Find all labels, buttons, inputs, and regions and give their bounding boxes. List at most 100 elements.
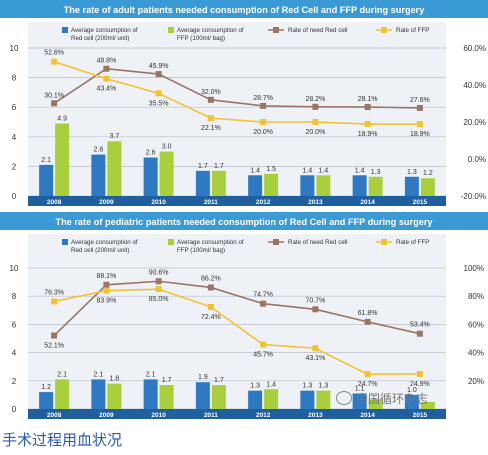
bar [368, 176, 383, 196]
bar-value-label: 1.2 [423, 170, 433, 177]
x-axis-category-label: 2015 [413, 412, 428, 419]
adult-chart: The rate of adult patients needed consum… [0, 0, 488, 206]
legend-entry: Rate of FFP [396, 27, 429, 34]
line-marker [312, 345, 319, 352]
line-value-label: 90.6% [149, 269, 169, 276]
line-marker [312, 119, 319, 125]
series-line [53, 67, 420, 109]
watermark-text: 中国循环杂志 [356, 391, 429, 406]
chart-title: The rate of pediatric patients needed co… [55, 217, 433, 227]
line-marker [207, 284, 214, 291]
left-axis-tick-label: 8 [12, 74, 17, 83]
x-axis-category-label: 2013 [308, 412, 323, 419]
bar [264, 173, 279, 196]
plot-area [28, 234, 446, 409]
figure-caption: 手术过程用血状况 [2, 431, 123, 449]
line-value-label: 48.8% [96, 58, 116, 65]
x-axis-category-label: 2011 [204, 412, 218, 419]
line-value-label: 20.0% [253, 129, 273, 136]
line-marker [155, 90, 162, 97]
bar-value-label: 1.3 [250, 383, 260, 390]
bar-value-label: 1.7 [198, 163, 208, 170]
bar-value-label: 1.3 [319, 383, 329, 390]
line-value-label: 35.5% [149, 100, 169, 107]
x-axis-category-label: 2009 [99, 412, 114, 419]
line-marker [364, 104, 371, 111]
bar [368, 399, 383, 409]
line-value-label: 43.1% [305, 355, 325, 362]
line-marker [364, 121, 371, 128]
line-value-label: 45.9% [149, 63, 169, 70]
bar-value-label: 1.3 [407, 169, 417, 176]
line-value-label: 43.4% [96, 86, 116, 93]
bar [55, 379, 70, 409]
line-value-label: 28.1% [358, 96, 378, 103]
left-axis-tick-label: 0 [12, 192, 17, 201]
bar-value-label: 4.9 [57, 115, 67, 122]
pediatric-chart-panel: The rate of pediatric patients needed co… [0, 212, 488, 424]
left-axis-tick-label: 4 [12, 133, 17, 142]
line-marker [155, 278, 162, 285]
series-line [53, 60, 420, 125]
line-marker [155, 286, 162, 293]
line-value-label: 53.4% [410, 322, 430, 329]
x-axis-category-label: 2013 [308, 199, 323, 206]
line-marker [103, 281, 110, 288]
line-marker [51, 332, 58, 339]
bar [300, 390, 315, 409]
line-marker [260, 341, 267, 348]
line-marker [51, 58, 58, 65]
bar [107, 383, 122, 409]
left-axis-tick-label: 8 [12, 292, 17, 301]
x-axis-category-label: 2008 [47, 412, 62, 419]
bar-value-label: 1.7 [162, 377, 172, 384]
left-axis-tick-label: 2 [12, 377, 17, 386]
bar [316, 175, 331, 196]
bar [195, 170, 210, 196]
legend-entry: Rate of need Red cell [288, 27, 348, 34]
bar-value-label: 1.4 [266, 381, 276, 388]
pediatric-chart: The rate of pediatric patients needed co… [0, 212, 488, 419]
line-value-label: 72.4% [201, 314, 221, 321]
line-marker [155, 71, 162, 78]
x-axis-category-label: 2015 [413, 199, 428, 206]
bar-value-label: 1.2 [41, 384, 51, 391]
legend-entry: Average consumption of FFP (100ml/ bag) [177, 239, 244, 254]
line-marker [207, 96, 214, 103]
line-value-label: 28.7% [253, 95, 273, 102]
bar [248, 390, 263, 409]
line-marker [51, 100, 58, 107]
legend-marker [381, 27, 387, 33]
bar [404, 394, 419, 409]
line-marker [260, 119, 267, 125]
bar [316, 390, 331, 409]
legend-marker [273, 239, 279, 245]
year-axis-bar [28, 196, 446, 206]
line-marker [260, 300, 267, 307]
x-axis-category-label: 2012 [256, 199, 271, 206]
x-axis-category-label: 2012 [256, 412, 271, 419]
legend-marker [273, 27, 279, 33]
line-value-label: 85.0% [149, 296, 169, 303]
line-value-label: 27.6% [410, 97, 430, 104]
bar [143, 157, 158, 196]
line-marker [364, 318, 371, 325]
x-axis-category-label: 2014 [360, 412, 375, 419]
legend-entry: Average consumption of FFP (100ml/ bag) [177, 27, 244, 42]
bar-value-label: 1.1 [355, 385, 365, 392]
bar-value-label: 3.0 [162, 144, 172, 151]
line-value-label: 24.7% [358, 381, 378, 388]
chart-title-bar [0, 212, 488, 230]
legend-entry: Rate of need Red cell [288, 239, 348, 246]
line-value-label: 52.1% [44, 343, 64, 350]
line-value-label: 83.9% [96, 298, 116, 305]
line-value-label: 76.3% [44, 289, 64, 296]
bar [39, 164, 54, 196]
bar [352, 393, 367, 409]
legend-entry: Average consumption of Red cell (200ml/ u… [71, 27, 138, 42]
bar [420, 401, 435, 409]
left-axis-tick-label: 6 [12, 320, 17, 329]
watermark: 中国循环杂志 [336, 388, 484, 408]
year-axis-bar [28, 409, 446, 419]
right-axis-tick-label: 60% [468, 320, 484, 329]
